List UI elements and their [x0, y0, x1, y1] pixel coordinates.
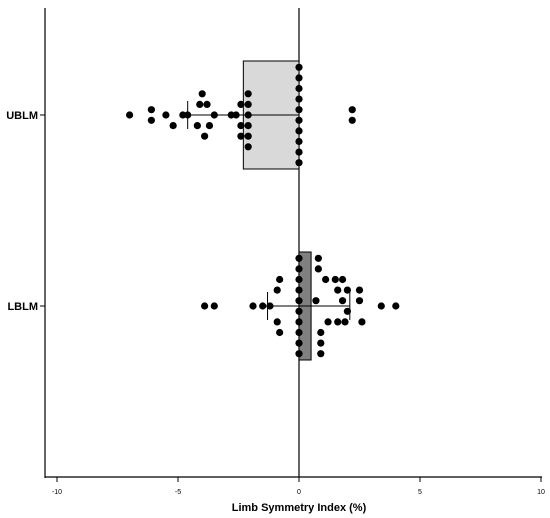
- data-point-ublm-13: [244, 122, 252, 130]
- data-point-lblm-28: [355, 286, 364, 294]
- data-point-ublm-29: [179, 111, 187, 119]
- data-point-lblm-12: [317, 339, 325, 347]
- x-tick-label-3: 5: [418, 489, 422, 496]
- data-point-lblm-25: [343, 307, 351, 315]
- data-point-lblm-2: [295, 275, 303, 284]
- x-tick-label-0: -10: [52, 489, 62, 496]
- data-point-lblm-21: [341, 318, 349, 326]
- data-point-ublm-4: [295, 106, 303, 114]
- data-point-ublm-36: [348, 116, 356, 124]
- data-point-lblm-26: [355, 297, 364, 305]
- data-point-ublm-15: [244, 143, 252, 151]
- data-point-lblm-37: [249, 302, 257, 310]
- data-point-lblm-33: [273, 318, 281, 326]
- data-point-lblm-11: [314, 265, 322, 273]
- data-point-ublm-8: [295, 148, 303, 156]
- data-point-ublm-20: [227, 111, 235, 119]
- data-point-lblm-3: [295, 286, 303, 294]
- data-point-ublm-22: [205, 122, 214, 130]
- data-point-ublm-32: [147, 106, 155, 114]
- data-point-ublm-35: [348, 106, 356, 114]
- data-point-ublm-10: [244, 90, 252, 98]
- data-point-lblm-36: [259, 302, 267, 310]
- x-tick-label-1: -5: [175, 489, 181, 496]
- y-category-label-ublm: UBLM: [6, 110, 38, 122]
- data-point-lblm-23: [338, 297, 347, 305]
- data-point-ublm-9: [295, 159, 303, 167]
- data-point-ublm-33: [147, 116, 155, 124]
- data-point-lblm-29: [377, 302, 385, 310]
- data-point-lblm-8: [295, 339, 303, 347]
- data-point-lblm-24: [343, 286, 351, 294]
- data-point-ublm-18: [237, 132, 245, 140]
- data-point-lblm-17: [312, 297, 320, 305]
- data-point-lblm-38: [210, 302, 218, 310]
- data-point-ublm-14: [244, 132, 252, 140]
- y-category-label-lblm: LBLM: [7, 301, 38, 313]
- data-point-ublm-2: [295, 84, 303, 93]
- data-point-lblm-27: [358, 318, 366, 326]
- x-tick-label-4: 10: [537, 489, 545, 496]
- data-point-ublm-24: [201, 132, 209, 140]
- data-point-ublm-17: [237, 122, 245, 130]
- data-point-ublm-30: [169, 122, 177, 130]
- data-point-lblm-6: [295, 318, 303, 326]
- data-point-lblm-19: [334, 286, 342, 294]
- data-point-lblm-30: [392, 302, 400, 310]
- data-point-ublm-7: [295, 137, 303, 146]
- data-point-ublm-5: [295, 116, 303, 124]
- data-point-lblm-5: [295, 307, 303, 315]
- data-point-ublm-11: [244, 100, 252, 108]
- data-point-lblm-10: [314, 254, 322, 262]
- data-point-ublm-12: [244, 111, 252, 119]
- data-point-lblm-14: [317, 328, 325, 337]
- data-point-lblm-22: [338, 275, 347, 284]
- data-point-ublm-21: [210, 111, 218, 119]
- data-point-ublm-31: [162, 111, 170, 119]
- data-point-lblm-20: [334, 318, 342, 326]
- plot-area: -10 -5 0 5 10 UBLM LBLM: [6, 8, 545, 496]
- data-point-lblm-18: [331, 275, 339, 284]
- data-point-ublm-23: [203, 100, 211, 108]
- data-point-lblm-34: [276, 328, 284, 337]
- data-point-ublm-1: [295, 74, 303, 82]
- data-point-lblm-16: [324, 318, 332, 326]
- data-point-ublm-27: [193, 122, 201, 130]
- data-point-ublm-0: [295, 63, 303, 71]
- data-point-lblm-13: [317, 350, 325, 358]
- data-point-ublm-6: [295, 127, 303, 135]
- data-point-lblm-0: [295, 254, 303, 262]
- data-point-lblm-39: [201, 302, 209, 310]
- data-point-ublm-3: [295, 95, 303, 103]
- data-point-ublm-25: [198, 90, 206, 98]
- data-point-lblm-31: [276, 275, 284, 284]
- x-tick-label-2: 0: [297, 489, 301, 496]
- data-point-lblm-35: [266, 302, 274, 310]
- data-point-lblm-9: [295, 350, 303, 358]
- data-point-lblm-15: [322, 275, 330, 284]
- data-point-ublm-16: [237, 100, 245, 108]
- data-point-lblm-4: [295, 297, 303, 305]
- data-point-lblm-32: [273, 286, 281, 294]
- data-point-lblm-7: [295, 328, 303, 337]
- data-point-ublm-34: [126, 111, 134, 119]
- x-axis-title: Limb Symmetry Index (%): [232, 502, 367, 514]
- data-point-ublm-26: [196, 100, 204, 108]
- data-point-lblm-1: [295, 265, 303, 273]
